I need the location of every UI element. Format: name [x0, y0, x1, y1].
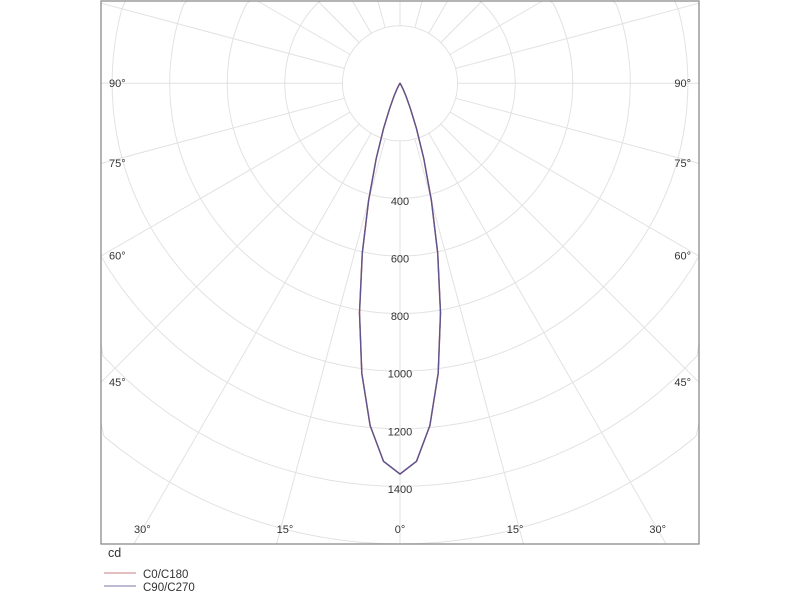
svg-text:75°: 75°: [674, 158, 691, 170]
svg-text:90°: 90°: [674, 78, 691, 90]
svg-text:45°: 45°: [674, 377, 691, 389]
svg-text:C0/C180: C0/C180: [143, 569, 188, 581]
svg-text:800: 800: [391, 311, 409, 323]
svg-text:30°: 30°: [134, 524, 151, 536]
svg-text:400: 400: [391, 196, 409, 208]
svg-text:1200: 1200: [388, 426, 412, 438]
svg-text:90°: 90°: [109, 78, 126, 90]
svg-text:600: 600: [391, 254, 409, 266]
svg-text:15°: 15°: [277, 524, 294, 536]
svg-text:0°: 0°: [395, 524, 406, 536]
svg-text:75°: 75°: [109, 158, 126, 170]
svg-text:cd: cd: [108, 546, 121, 560]
svg-text:45°: 45°: [109, 377, 126, 389]
svg-text:1000: 1000: [388, 369, 412, 381]
svg-text:30°: 30°: [649, 524, 666, 536]
svg-text:60°: 60°: [109, 250, 126, 262]
svg-text:60°: 60°: [674, 250, 691, 262]
svg-text:1400: 1400: [388, 484, 412, 496]
svg-text:15°: 15°: [507, 524, 524, 536]
svg-text:C90/C270: C90/C270: [143, 582, 195, 594]
